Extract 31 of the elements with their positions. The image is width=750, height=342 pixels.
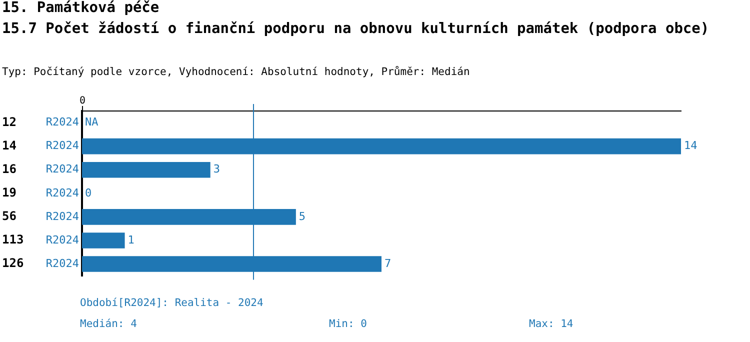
text: NA [85,116,98,129]
text: 0 [79,96,86,107]
bar [82,162,210,178]
series-label: R2024 [46,139,80,152]
chart-title: 15. Památková péče [2,0,160,16]
y-tick-label: 126 [2,256,24,270]
text: Medián: 4 [80,318,137,330]
y-tick-label: 16 [2,162,16,176]
text: Typ: Počítaný podle vzorce, Vyhodnocení: Absolutní hodnoty, Průměr: Medián [2,66,470,78]
bar [82,232,125,248]
text: R2024 [46,233,79,246]
text: R2024 [46,256,79,270]
y-tick-label: 56 [2,209,16,224]
data-label: 1 [128,233,134,246]
y-tick-label: 113 [2,232,24,247]
data-label: 5 [298,210,306,223]
text: Období[R2024]: Realita - 2024 [80,297,264,309]
y-tick-label: 12 [2,114,16,129]
text: R2024 [46,210,79,223]
text: R2024 [46,162,79,176]
data-label: 14 [684,139,698,152]
y-tick-label: 14 [2,138,16,152]
data-label: 0 [85,186,92,200]
data-label: 7 [384,256,392,270]
chart-subtitle: 15.7 Počet žádostí o finanční podporu na obnovu kulturních památek (podpora obce) [2,21,710,37]
data-label: 3 [213,162,220,176]
y-tick-label: 19 [2,186,16,200]
text: R2024 [46,186,79,200]
text: R2024 [46,116,79,129]
text: Min: 0 [329,318,367,330]
text: Max: 14 [529,318,574,330]
